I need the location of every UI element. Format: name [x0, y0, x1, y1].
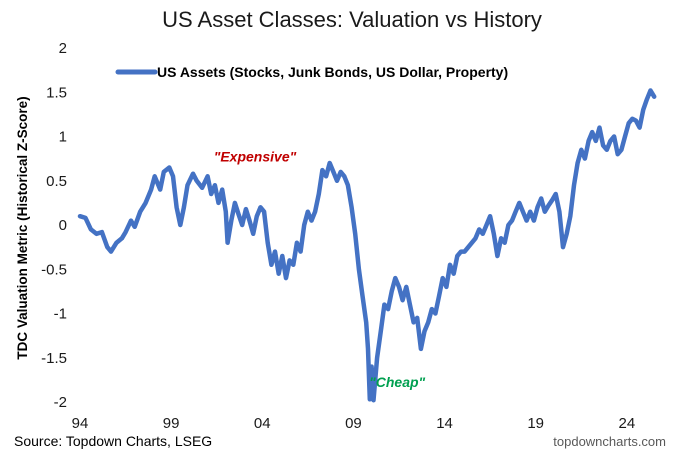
annotation-label: "Cheap"	[369, 374, 425, 390]
x-tick-label: 99	[163, 415, 180, 432]
y-tick-labels: 2 1.5 1 0.5 0 -0.5 -1 -1.5 -2	[41, 40, 67, 411]
y-tick-label: -2	[54, 394, 67, 411]
source-note: Source: Topdown Charts, LSEG	[14, 433, 212, 449]
x-tick-labels: 94 99 04 09 14 19 24	[72, 415, 636, 432]
x-tick-label: 94	[72, 415, 89, 432]
x-tick-label: 14	[436, 415, 453, 432]
y-tick-label: 0.5	[46, 173, 67, 190]
y-tick-label: -0.5	[41, 261, 67, 278]
x-tick-label: 09	[345, 415, 362, 432]
y-tick-label: 2	[59, 40, 67, 57]
y-tick-label: 1.5	[46, 84, 67, 101]
chart-title: US Asset Classes: Valuation vs History	[162, 7, 542, 32]
y-tick-label: 0	[59, 217, 67, 234]
x-tick-label: 24	[618, 415, 635, 432]
series-layer	[77, 88, 657, 403]
legend-label: US Assets (Stocks, Junk Bonds, US Dollar…	[157, 64, 508, 80]
y-tick-label: -1.5	[41, 350, 67, 367]
annotations: "Expensive" "Cheap"	[214, 148, 426, 390]
y-tick-label: -1	[54, 306, 67, 323]
annotation-label: "Expensive"	[214, 148, 297, 164]
y-tick-label: 1	[59, 129, 67, 146]
y-axis-label: TDC Valuation Metric (Historical Z-Score…	[15, 96, 30, 359]
credit-note: topdowncharts.com	[553, 434, 666, 449]
series-line	[77, 88, 657, 403]
x-tick-label: 04	[254, 415, 271, 432]
x-tick-label: 19	[527, 415, 544, 432]
